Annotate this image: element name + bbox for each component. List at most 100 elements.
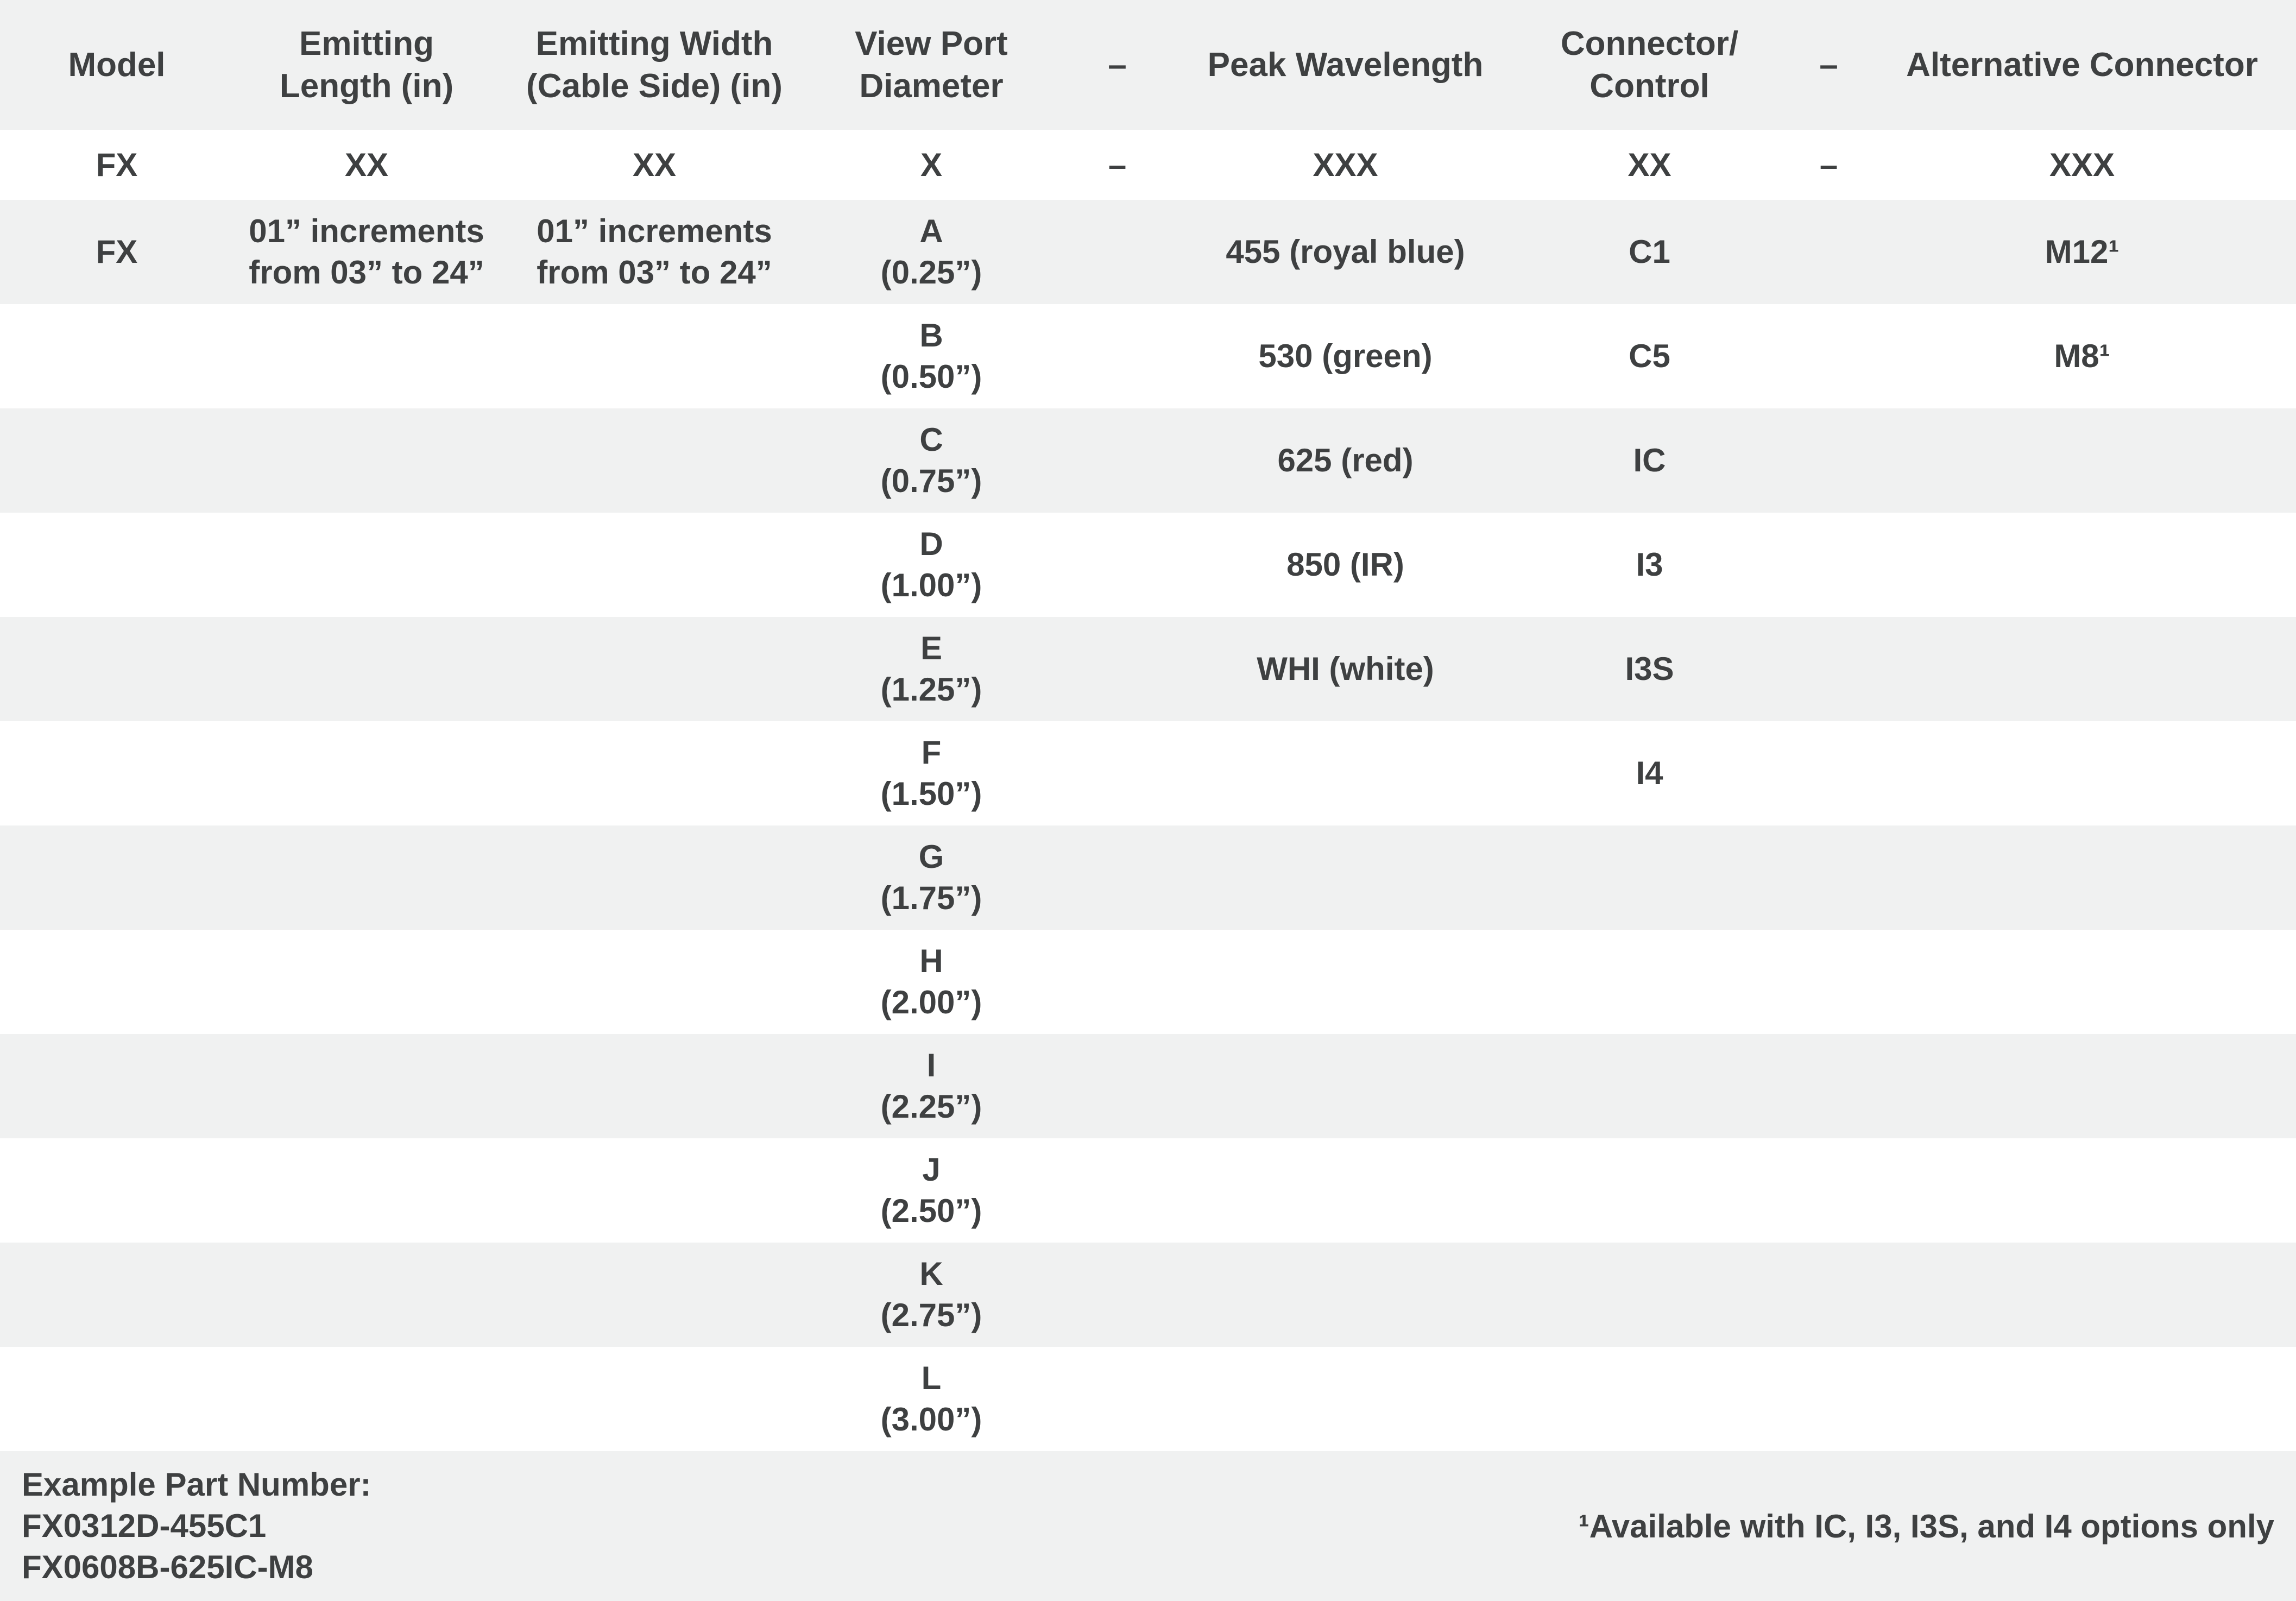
table-row: J (2.50”) <box>0 1138 2296 1243</box>
table-cell <box>1868 408 2296 513</box>
table-cell: I (2.25”) <box>880 1047 982 1125</box>
table-cell <box>1181 930 1510 1034</box>
example-part-numbers: Example Part Number: FX0312D-455C1 FX060… <box>22 1466 371 1585</box>
table-row: C (0.75”) 625 (red) IC <box>0 408 2296 513</box>
table-cell <box>1510 1034 1789 1138</box>
table-row: L (3.00”) <box>0 1347 2296 1451</box>
format-cell-alternative-connector: XXX <box>2049 146 2115 183</box>
table-cell <box>1510 1347 1789 1451</box>
table-cell <box>0 408 234 513</box>
table-cell: M12¹ <box>2045 234 2120 270</box>
table-cell <box>1510 1138 1789 1243</box>
table-cell <box>500 1347 809 1451</box>
table-cell <box>234 617 500 721</box>
table-cell <box>234 721 500 825</box>
table-cell <box>500 408 809 513</box>
table-cell: B (0.50”) <box>880 317 982 395</box>
table-cell <box>234 1138 500 1243</box>
table-row: D (1.00”) 850 (IR) I3 <box>0 513 2296 617</box>
table-cell: 01” increments from 03” to 24” <box>537 213 772 291</box>
format-cell-peak-wavelength: XXX <box>1313 146 1378 183</box>
table-cell <box>1054 825 1181 930</box>
table-cell <box>1868 930 2296 1034</box>
table-row: H (2.00”) <box>0 930 2296 1034</box>
table-cell <box>1510 825 1789 930</box>
table-cell <box>1181 1243 1510 1347</box>
table-cell <box>1181 825 1510 930</box>
table-cell <box>0 1243 234 1347</box>
table-cell: G (1.75”) <box>880 839 982 916</box>
table-cell <box>1789 1034 1868 1138</box>
table-cell: L (3.00”) <box>880 1360 982 1438</box>
table-cell <box>1789 1347 1868 1451</box>
table-cell <box>500 1034 809 1138</box>
table-row: F (1.50”) I4 <box>0 721 2296 825</box>
table-cell <box>0 1347 234 1451</box>
table-cell <box>234 513 500 617</box>
table-cell <box>1868 1138 2296 1243</box>
table-cell: M8¹ <box>2054 338 2110 374</box>
format-cell-emitting-length: XX <box>344 146 389 183</box>
table-cell <box>1868 1347 2296 1451</box>
table-cell <box>500 1243 809 1347</box>
table-cell <box>234 930 500 1034</box>
table-cell <box>0 304 234 408</box>
column-header-separator-dash: – <box>1819 46 1838 84</box>
table-cell: 850 (IR) <box>1286 546 1404 583</box>
table-cell <box>0 1034 234 1138</box>
column-header-separator-dash: – <box>1108 46 1127 84</box>
table-cell <box>1054 1138 1181 1243</box>
ordering-table: Model Emitting Length (in) Emitting Widt… <box>0 0 2296 1451</box>
table-cell <box>1868 1243 2296 1347</box>
format-cell-separator-dash: – <box>1819 146 1838 183</box>
table-cell <box>1054 1347 1181 1451</box>
table-row: G (1.75”) <box>0 825 2296 930</box>
table-cell <box>1054 721 1181 825</box>
table-cell: C5 <box>1629 338 1670 374</box>
table-cell <box>1789 200 1868 304</box>
table-cell <box>1181 721 1510 825</box>
table-cell <box>1868 825 2296 930</box>
table-cell <box>1789 825 1868 930</box>
table-cell: C1 <box>1629 234 1670 270</box>
table-cell <box>500 825 809 930</box>
column-header-peak-wavelength: Peak Wavelength <box>1207 46 1484 84</box>
table-cell <box>1054 1243 1181 1347</box>
table-cell <box>1789 930 1868 1034</box>
table-cell <box>1868 721 2296 825</box>
table-cell: 530 (green) <box>1258 338 1433 374</box>
table-cell <box>1789 1243 1868 1347</box>
table-footer: Example Part Number: FX0312D-455C1 FX060… <box>0 1451 2296 1601</box>
table-cell <box>234 1347 500 1451</box>
table-cell <box>0 930 234 1034</box>
table-cell: I3S <box>1625 651 1674 687</box>
table-cell <box>1510 930 1789 1034</box>
column-header-emitting-length: Emitting Length (in) <box>279 24 454 105</box>
table-cell <box>1868 617 2296 721</box>
table-cell <box>1054 408 1181 513</box>
part-number-format-row: FX XX XX X – XXX XX – XXX <box>0 130 2296 200</box>
format-cell-connector-control: XX <box>1628 146 1671 183</box>
column-header-connector-control: Connector/ Control <box>1560 24 1739 105</box>
table-cell <box>1789 408 1868 513</box>
column-header-alternative-connector: Alternative Connector <box>1906 46 2258 84</box>
table-cell <box>1510 1243 1789 1347</box>
table-cell <box>500 930 809 1034</box>
table-cell <box>1181 1034 1510 1138</box>
table-cell: A (0.25”) <box>880 213 982 291</box>
table-cell <box>234 1034 500 1138</box>
table-cell <box>0 1138 234 1243</box>
table-cell <box>1789 513 1868 617</box>
table-cell <box>1054 513 1181 617</box>
footnote: ¹Available with IC, I3, I3S, and I4 opti… <box>1578 1508 2274 1545</box>
column-header-view-port-diameter: View Port Diameter <box>855 24 1008 105</box>
table-row: FX 01” increments from 03” to 24” 01” in… <box>0 200 2296 304</box>
column-header-model: Model <box>68 46 166 84</box>
table-cell <box>500 721 809 825</box>
table-cell <box>1868 513 2296 617</box>
table-cell <box>500 617 809 721</box>
table-cell <box>1789 617 1868 721</box>
table-cell <box>1868 1034 2296 1138</box>
table-row: K (2.75”) <box>0 1243 2296 1347</box>
table-cell: K (2.75”) <box>880 1256 982 1333</box>
